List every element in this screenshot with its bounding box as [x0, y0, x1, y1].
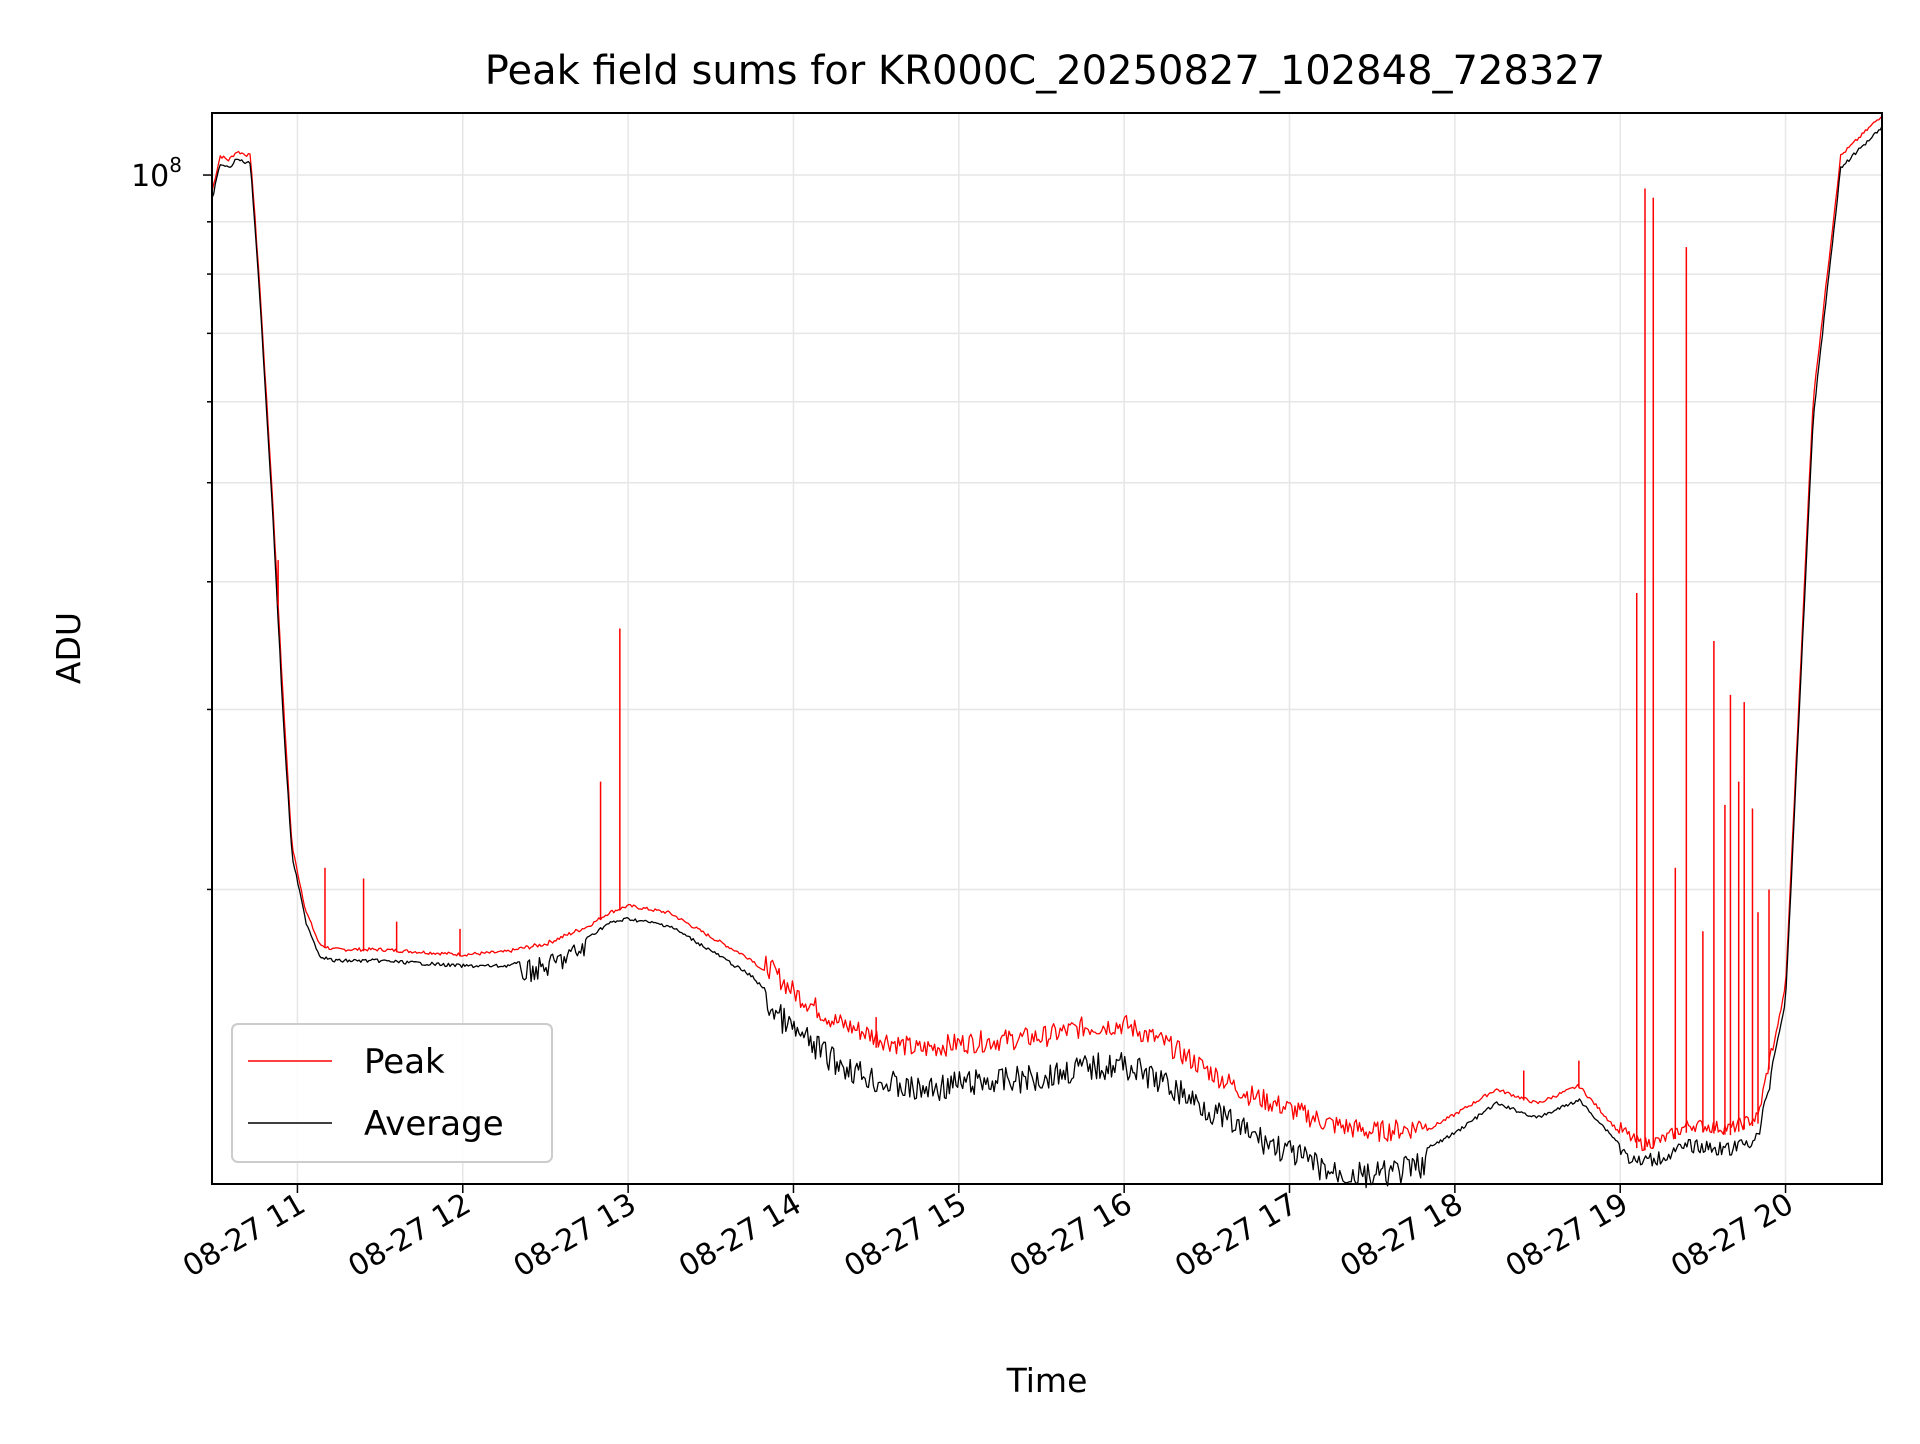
plot-area-frame [211, 112, 1883, 1185]
y-axis-label: ADU [49, 612, 88, 684]
series-line-average [211, 125, 1883, 1189]
legend-label-average: Average [364, 1104, 504, 1144]
x-axis-label: Time [1006, 1361, 1088, 1400]
y-tick-label: 108 [131, 153, 182, 194]
legend: Peak Average [231, 1023, 553, 1163]
legend-label-peak: Peak [364, 1042, 445, 1082]
y-tick-label-exponent: 8 [169, 153, 182, 177]
series-line-peak [211, 115, 1883, 1152]
y-tick-label-base: 10 [131, 159, 169, 194]
legend-box [231, 1023, 553, 1163]
chart-title: Peak field sums for KR000C_20250827_1028… [485, 48, 1605, 94]
grid-lines [212, 113, 1882, 1184]
data-series [211, 115, 1883, 1189]
